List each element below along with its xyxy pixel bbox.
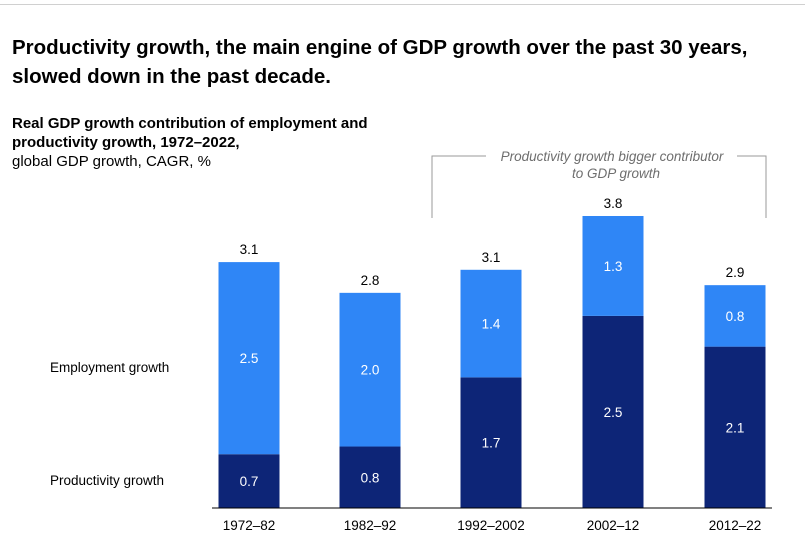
x-tick-label: 1992–2002: [457, 518, 525, 533]
bar-productivity: [460, 377, 522, 508]
legend-productivity-growth: Productivity growth: [50, 473, 164, 488]
x-tick-label: 1982–92: [344, 518, 397, 533]
data-label-total: 2.9: [726, 265, 745, 280]
bar-employment: [460, 269, 522, 378]
bracket-left: [431, 155, 486, 218]
callout-line-1: Productivity growth bigger contributor: [501, 149, 724, 164]
legend-employment-growth: Employment growth: [50, 360, 169, 375]
bar-employment: [582, 216, 644, 316]
bar-employment: [704, 285, 766, 347]
chart-headline: Productivity growth, the main engine of …: [12, 36, 748, 88]
data-label-productivity: 2.5: [604, 405, 623, 420]
bar-productivity: [582, 315, 644, 508]
data-label-productivity: 2.1: [726, 420, 745, 435]
subtitle-unit: global GDP growth, CAGR, %: [12, 153, 211, 170]
data-label-productivity: 0.7: [240, 474, 259, 489]
data-label-productivity: 0.8: [361, 470, 380, 485]
data-label-employment: 0.8: [726, 309, 745, 324]
x-tick-label: 1972–82: [223, 518, 276, 533]
top-divider: [0, 4, 805, 5]
bar-productivity: [218, 454, 280, 508]
callout-line-2: to GDP growth: [572, 166, 660, 181]
data-label-productivity: 1.7: [482, 436, 501, 451]
data-label-total: 2.8: [361, 273, 380, 288]
bar-employment: [218, 262, 280, 455]
chart-subtitle: Real GDP growth contribution of employme…: [12, 114, 392, 171]
data-label-employment: 1.4: [482, 317, 501, 332]
data-label-total: 3.8: [604, 196, 623, 211]
data-label-employment: 1.3: [604, 259, 623, 274]
data-label-total: 3.1: [482, 250, 501, 265]
callout-bracket: Productivity growth bigger contributor t…: [431, 149, 767, 218]
data-label-employment: 2.0: [361, 363, 380, 378]
x-tick-label: 2002–12: [587, 518, 640, 533]
subtitle-text: Real GDP growth contribution of employme…: [12, 115, 368, 151]
bar-productivity: [339, 446, 401, 508]
data-label-employment: 2.5: [240, 351, 259, 366]
bar-productivity: [704, 346, 766, 508]
bars-group: 0.7 2.5 3.1 1972–82 0.8 2.0 2.8 1982–92 1.7 1.4 3.…: [212, 196, 772, 533]
bar-employment: [339, 292, 401, 447]
x-tick-label: 2012–22: [709, 518, 762, 533]
bracket-right: [737, 155, 767, 218]
data-label-total: 3.1: [240, 242, 259, 257]
